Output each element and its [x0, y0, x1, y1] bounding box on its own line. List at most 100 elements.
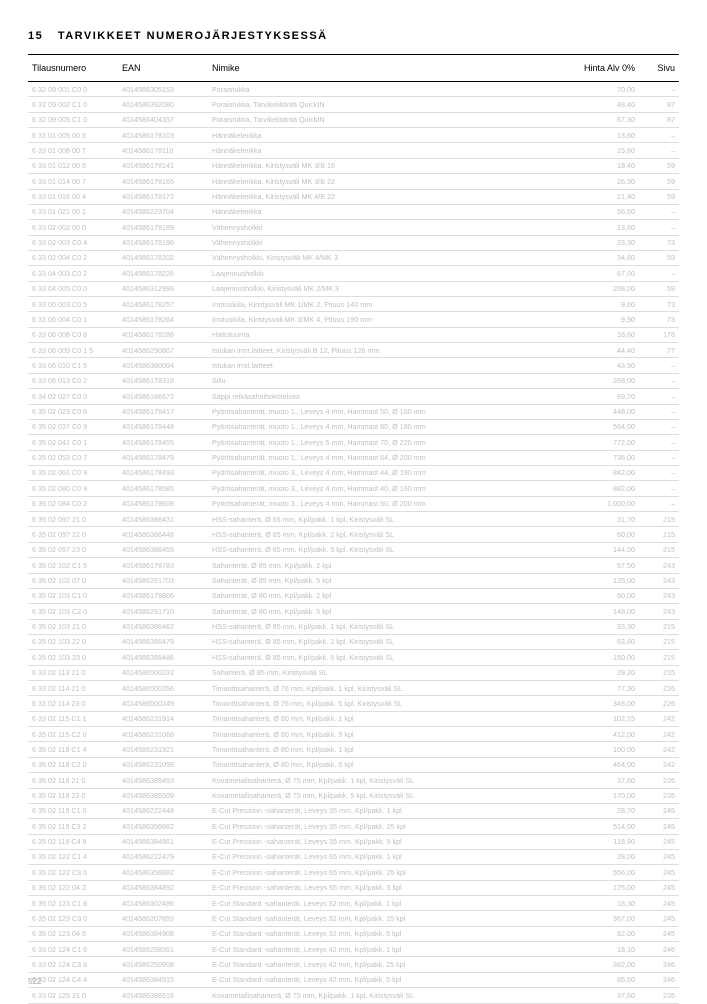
table-cell: 4014586392080 [118, 97, 208, 112]
table-cell: 6 35 02 053 C0 7 [28, 450, 118, 465]
table-cell: 6 33 02 124 C1 6 [28, 942, 118, 957]
table-cell: 4014586178189 [118, 220, 208, 235]
table-cell: Hännäkelenkka, Kiristysväli MK 3/B 16 [208, 158, 579, 173]
table-cell: 6 35 02 122 C3 6 [28, 865, 118, 880]
table-row: 6 33 01 005 00 54014586178103Hännäkelenk… [28, 128, 679, 143]
table-row: 6 35 02 123 C3 04014586207893E-Cut Stand… [28, 911, 679, 926]
table-cell: Vähennysholkki [208, 220, 579, 235]
table-cell: 69,70 [579, 389, 639, 404]
table-cell: 4014586223704 [118, 204, 208, 219]
table-cell: 6 33 06 003 C0 5 [28, 297, 118, 312]
table-cell: 37,60 [579, 988, 639, 1003]
table-cell: HSS-sahanterä, Ø 85 mm, Kpl/pakk. 2 kpl,… [208, 634, 579, 649]
table-cell: – [639, 220, 679, 235]
table-cell: 6 35 02 118 21 0 [28, 773, 118, 788]
table-cell: Pyörösahanterät, muoto 1., Leveys 5 mm, … [208, 435, 579, 450]
table-cell: E-Cut Standard -sahanterät, Leveys 42 mm… [208, 957, 579, 972]
table-cell: 215 [639, 542, 679, 557]
table-cell: Sahanterät, Ø 80 mm, Kpl/pakk. 5 kpl [208, 604, 579, 619]
table-row: 6 35 02 103 23 04014586386486HSS-sahante… [28, 650, 679, 665]
table-cell: Istukan irrot.laitteet, Kiristysväli B 1… [208, 343, 579, 358]
table-cell: 6 33 02 115 C1 1 [28, 711, 118, 726]
table-cell: 243 [639, 573, 679, 588]
table-cell: 4014586305153 [118, 82, 208, 97]
table-cell: 59 [639, 281, 679, 296]
table-cell: 464,00 [579, 757, 639, 772]
table-cell: – [639, 128, 679, 143]
table-cell: 6 35 02 119 C3 2 [28, 819, 118, 834]
table-row: 6 35 02 037 C0 94014586178448Pyörösahant… [28, 419, 679, 434]
table-cell: Poraistukka [208, 82, 579, 97]
table-row: 6 33 06 008 C0 84014586178288Hattutuurna… [28, 327, 679, 342]
table-cell: 4014586222479 [118, 849, 208, 864]
table-cell: 514,00 [579, 819, 639, 834]
heading-text: TARVIKKEET NUMEROJÄRJESTYKSESSÄ [58, 30, 328, 42]
table-cell: 6 35 02 103 C2 0 [28, 604, 118, 619]
table-cell: 243 [639, 558, 679, 573]
table-row: 6 33 02 003 C0 44014586178196Vähennyshol… [28, 235, 679, 250]
table-cell: 4014586231914 [118, 711, 208, 726]
table-cell: 4014586250908 [118, 957, 208, 972]
table-cell: 6 33 01 008 00 7 [28, 143, 118, 158]
table-cell: 73 [639, 297, 679, 312]
table-cell: 6 33 02 004 C0 2 [28, 250, 118, 265]
table-cell: 6 32 09 001 C0 0 [28, 82, 118, 97]
table-cell: 4014586386479 [118, 634, 208, 649]
table-row: 6 33 02 115 C1 14014586231914Timanttisah… [28, 711, 679, 726]
table-cell: 6 33 06 010 C1 5 [28, 358, 118, 373]
table-cell: 226 [639, 988, 679, 1003]
table-cell: Hännäkelenkka [208, 143, 579, 158]
table-cell: 6 35 02 119 C4 8 [28, 834, 118, 849]
table-row: 6 33 04 005 C0 04014586312996Laajennusho… [28, 281, 679, 296]
table-cell: 148,00 [579, 604, 639, 619]
table-row: 6 33 02 124 C3 84014586250908E-Cut Stand… [28, 957, 679, 972]
table-cell: 4014586386431 [118, 512, 208, 527]
table-row: 6 33 02 002 00 04014586178189Vähennyshol… [28, 220, 679, 235]
table-row: 6 33 02 124 C1 64014586298361E-Cut Stand… [28, 942, 679, 957]
table-cell: 4014586178455 [118, 435, 208, 450]
table-cell: 118,90 [579, 834, 639, 849]
table-row: 6 33 06 009 C0 1 54014586290867Istukan i… [28, 343, 679, 358]
table-cell: Hännäkelenkka, Kiristysväli MK 4/B 22 [208, 189, 579, 204]
table-cell: 6 35 02 037 C0 9 [28, 419, 118, 434]
table-cell: 43,90 [579, 358, 639, 373]
table-cell: 208,00 [579, 281, 639, 296]
table-cell: – [639, 266, 679, 281]
table-row: 6 33 02 125 21 04014586386516Kovametalli… [28, 988, 679, 1003]
table-cell: 70,00 [579, 82, 639, 97]
table-cell: Vähennysholkki, Kiristysväli MK 4/MK 3 [208, 250, 579, 265]
table-row: 6 35 02 122 04 24014586384892E-Cut Preci… [28, 880, 679, 895]
table-cell: 246 [639, 972, 679, 987]
table-cell: 4014586500256 [118, 681, 208, 696]
table-row: 6 34 02 027 C0 04014586186672Säppi reikä… [28, 389, 679, 404]
table-cell: 178 [639, 327, 679, 342]
table-cell: Sahanterät, Ø 80 mm, Kpl/pakk. 2 kpl [208, 588, 579, 603]
table-cell: 4014586178288 [118, 327, 208, 342]
table-cell: 6 35 02 084 C0 2 [28, 496, 118, 511]
table-row: 6 35 02 118 C2 04014586231099Timanttisah… [28, 757, 679, 772]
table-cell: 4014586312996 [118, 281, 208, 296]
table-cell: 82,00 [579, 926, 639, 941]
table-cell: 4014586386462 [118, 619, 208, 634]
table-cell: 243 [639, 588, 679, 603]
col-header-nimike: Nimike [208, 55, 579, 82]
table-cell: 21,40 [579, 189, 639, 204]
table-cell: 382,00 [579, 957, 639, 972]
table-cell: 87 [639, 112, 679, 127]
table-cell: 448,00 [579, 404, 639, 419]
table-cell: 243 [639, 604, 679, 619]
table-cell: 4014586231921 [118, 742, 208, 757]
table-cell: 246 [639, 942, 679, 957]
table-row: 6 32 09 001 C0 04014586305153Poraistukka… [28, 82, 679, 97]
table-cell: Hännäkelenkka [208, 204, 579, 219]
table-cell: 15,60 [579, 143, 639, 158]
table-cell: 6 35 02 118 C1 4 [28, 742, 118, 757]
table-cell: 59 [639, 158, 679, 173]
table-cell: 13,60 [579, 128, 639, 143]
table-cell: 6 33 06 013 C0 2 [28, 373, 118, 388]
table-cell: 67,30 [579, 112, 639, 127]
table-cell: 4014586178783 [118, 558, 208, 573]
table-row: 6 33 02 114 23 04014586500249Timanttisah… [28, 696, 679, 711]
table-cell: 144,00 [579, 542, 639, 557]
table-cell: HSS-sahanterä, Ø 85 mm, Kpl/pakk. 1 kpl,… [208, 619, 579, 634]
